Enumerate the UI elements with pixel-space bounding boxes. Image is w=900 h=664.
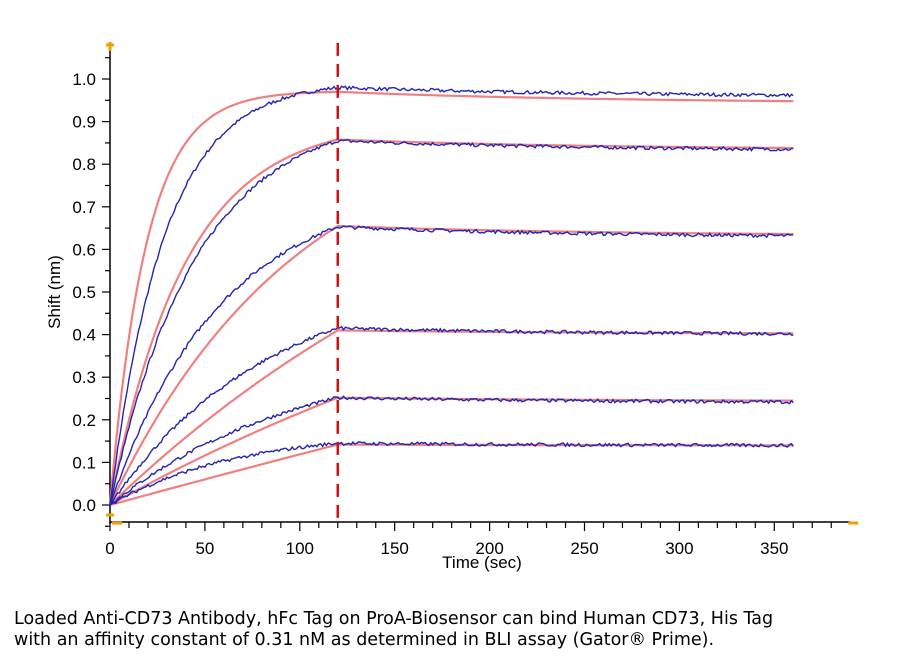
x-tick-label: 350 — [760, 539, 788, 558]
measured-curve-5 — [109, 395, 794, 506]
axes — [106, 41, 859, 525]
x-tick-label: 100 — [286, 539, 314, 558]
measured-curve-4 — [109, 325, 794, 506]
x-tick-label: 250 — [570, 539, 598, 558]
y-tick-label: 0.4 — [72, 326, 96, 345]
y-tick-label: 0.8 — [72, 155, 96, 174]
fit-curve-2 — [108, 138, 794, 506]
x-tick-label: 200 — [475, 539, 503, 558]
y-tick-label: 1.0 — [72, 70, 96, 89]
caption-line-1: Loaded Anti-CD73 Antibody, hFc Tag on Pr… — [14, 609, 774, 629]
x-tick-label: 50 — [195, 539, 214, 558]
measured-curve-6 — [109, 441, 794, 506]
tick-labels: 0.0 0.1 0.2 0.3 0.4 0.5 0.6 0.7 0.8 0.9 1.0 0 50 100 1… — [72, 70, 788, 558]
fit-curve-5 — [109, 396, 794, 506]
figure-caption: Loaded Anti-CD73 Antibody, hFc Tag on Pr… — [14, 609, 894, 651]
measured-curve-2 — [109, 139, 794, 506]
ticks — [102, 57, 832, 532]
y-tick-label: 0.1 — [72, 453, 96, 472]
fit-curve-1 — [108, 90, 794, 506]
measured-curve-1 — [109, 85, 794, 506]
y-tick-label: 0.7 — [72, 198, 96, 217]
y-tick-label: 0.9 — [72, 113, 96, 132]
y-tick-label: 0.5 — [72, 283, 96, 302]
fit-curve-6 — [109, 443, 794, 507]
fit-curve-3 — [109, 224, 794, 506]
x-tick-label: 300 — [665, 539, 693, 558]
bli-sensorgram-chart: 0.0 0.1 0.2 0.3 0.4 0.5 0.6 0.7 0.8 0.9 1.0 0 50 100 1… — [45, 41, 859, 572]
y-tick-label: 0.3 — [72, 368, 96, 387]
x-tick-label: 150 — [381, 539, 409, 558]
y-tick-label: 0.2 — [72, 411, 96, 430]
x-axis-title: Time (sec) — [442, 553, 522, 572]
y-axis-title: Shift (nm) — [45, 255, 64, 329]
fit-curve-4 — [109, 329, 794, 506]
x-tick-label: 0 — [105, 539, 114, 558]
caption-line-2: with an affinity constant of 0.31 nM as … — [14, 630, 715, 650]
y-tick-label: 0.0 — [72, 496, 96, 515]
y-tick-label: 0.6 — [72, 240, 96, 259]
measured-curve-3 — [109, 225, 794, 506]
curves — [108, 85, 794, 507]
